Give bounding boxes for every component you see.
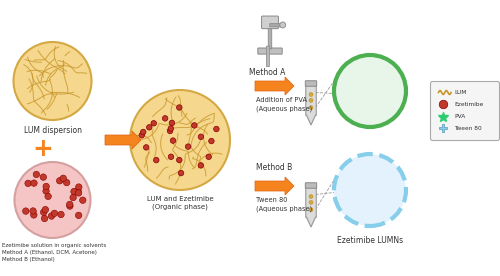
Circle shape [130, 90, 230, 190]
FancyBboxPatch shape [268, 25, 272, 49]
Circle shape [144, 145, 149, 150]
FancyBboxPatch shape [258, 48, 282, 54]
Circle shape [309, 208, 313, 212]
Circle shape [66, 201, 73, 208]
Circle shape [178, 170, 184, 176]
Circle shape [76, 212, 82, 219]
Circle shape [169, 120, 174, 126]
Circle shape [198, 134, 203, 140]
Text: Ezetimibe solution in organic solvents
Method A (Ethanol, DCM, Acetone)
Method B: Ezetimibe solution in organic solvents M… [2, 243, 107, 262]
FancyArrow shape [255, 177, 294, 195]
Text: Ezetimibe: Ezetimibe [454, 102, 484, 107]
Circle shape [170, 138, 176, 143]
Circle shape [43, 183, 50, 190]
Circle shape [154, 157, 159, 163]
Circle shape [309, 92, 313, 97]
Text: LUM dispersion: LUM dispersion [24, 126, 82, 135]
Circle shape [25, 180, 32, 187]
Text: Addition of PVA
(Aqueous phase): Addition of PVA (Aqueous phase) [256, 97, 312, 112]
Circle shape [176, 105, 182, 110]
Circle shape [58, 211, 64, 218]
Circle shape [76, 190, 82, 196]
Circle shape [280, 22, 285, 28]
Circle shape [168, 128, 173, 134]
Circle shape [334, 55, 406, 127]
Text: Tween 80
(Aqueous phase): Tween 80 (Aqueous phase) [256, 197, 312, 211]
Circle shape [70, 194, 76, 201]
Circle shape [80, 197, 86, 203]
Circle shape [162, 116, 168, 121]
Text: PVA: PVA [454, 114, 466, 119]
Circle shape [334, 154, 406, 226]
Circle shape [42, 206, 48, 213]
FancyBboxPatch shape [306, 187, 316, 218]
FancyBboxPatch shape [430, 81, 500, 140]
Text: LUM and Ezetimibe
(Organic phase): LUM and Ezetimibe (Organic phase) [146, 196, 214, 211]
Circle shape [340, 160, 400, 219]
FancyArrow shape [105, 131, 141, 149]
Circle shape [140, 129, 146, 135]
Circle shape [66, 203, 73, 209]
FancyBboxPatch shape [306, 85, 316, 116]
Circle shape [206, 154, 212, 160]
Circle shape [60, 175, 66, 182]
Circle shape [332, 152, 408, 228]
Text: Method A: Method A [250, 68, 286, 76]
FancyBboxPatch shape [306, 183, 316, 188]
Text: +: + [32, 137, 53, 161]
Circle shape [340, 62, 400, 121]
FancyBboxPatch shape [306, 81, 316, 86]
Circle shape [30, 212, 37, 218]
Circle shape [309, 195, 313, 198]
Circle shape [64, 179, 70, 186]
Circle shape [74, 187, 81, 194]
Circle shape [309, 200, 313, 205]
Circle shape [56, 177, 63, 184]
Circle shape [76, 184, 82, 190]
FancyBboxPatch shape [270, 23, 283, 27]
Polygon shape [306, 115, 316, 125]
Circle shape [192, 123, 197, 128]
FancyBboxPatch shape [266, 46, 270, 67]
Circle shape [332, 53, 408, 129]
Circle shape [22, 208, 29, 214]
Circle shape [14, 42, 92, 120]
Circle shape [186, 144, 191, 149]
Circle shape [33, 171, 40, 178]
Circle shape [309, 106, 313, 110]
Circle shape [40, 174, 46, 180]
Circle shape [439, 100, 448, 109]
Circle shape [40, 209, 47, 216]
Circle shape [43, 188, 50, 194]
Circle shape [214, 126, 219, 132]
Circle shape [51, 210, 58, 217]
Circle shape [14, 162, 90, 238]
Polygon shape [306, 217, 316, 227]
Circle shape [146, 124, 152, 130]
Circle shape [151, 121, 156, 126]
Circle shape [168, 154, 173, 160]
Circle shape [309, 98, 313, 102]
Circle shape [45, 193, 52, 200]
FancyArrow shape [255, 77, 294, 95]
Circle shape [30, 208, 36, 214]
Circle shape [30, 180, 37, 186]
FancyBboxPatch shape [262, 16, 278, 29]
Circle shape [71, 188, 77, 195]
Text: Tween 80: Tween 80 [454, 126, 482, 131]
Text: LUM: LUM [454, 90, 467, 95]
Circle shape [48, 213, 54, 219]
Circle shape [168, 126, 173, 131]
Circle shape [42, 215, 48, 222]
Circle shape [176, 157, 182, 163]
Text: Ezetimibe LUMNs: Ezetimibe LUMNs [337, 236, 403, 245]
Circle shape [139, 132, 144, 138]
Text: Method B: Method B [256, 163, 292, 172]
Circle shape [198, 163, 203, 168]
Circle shape [208, 138, 214, 144]
